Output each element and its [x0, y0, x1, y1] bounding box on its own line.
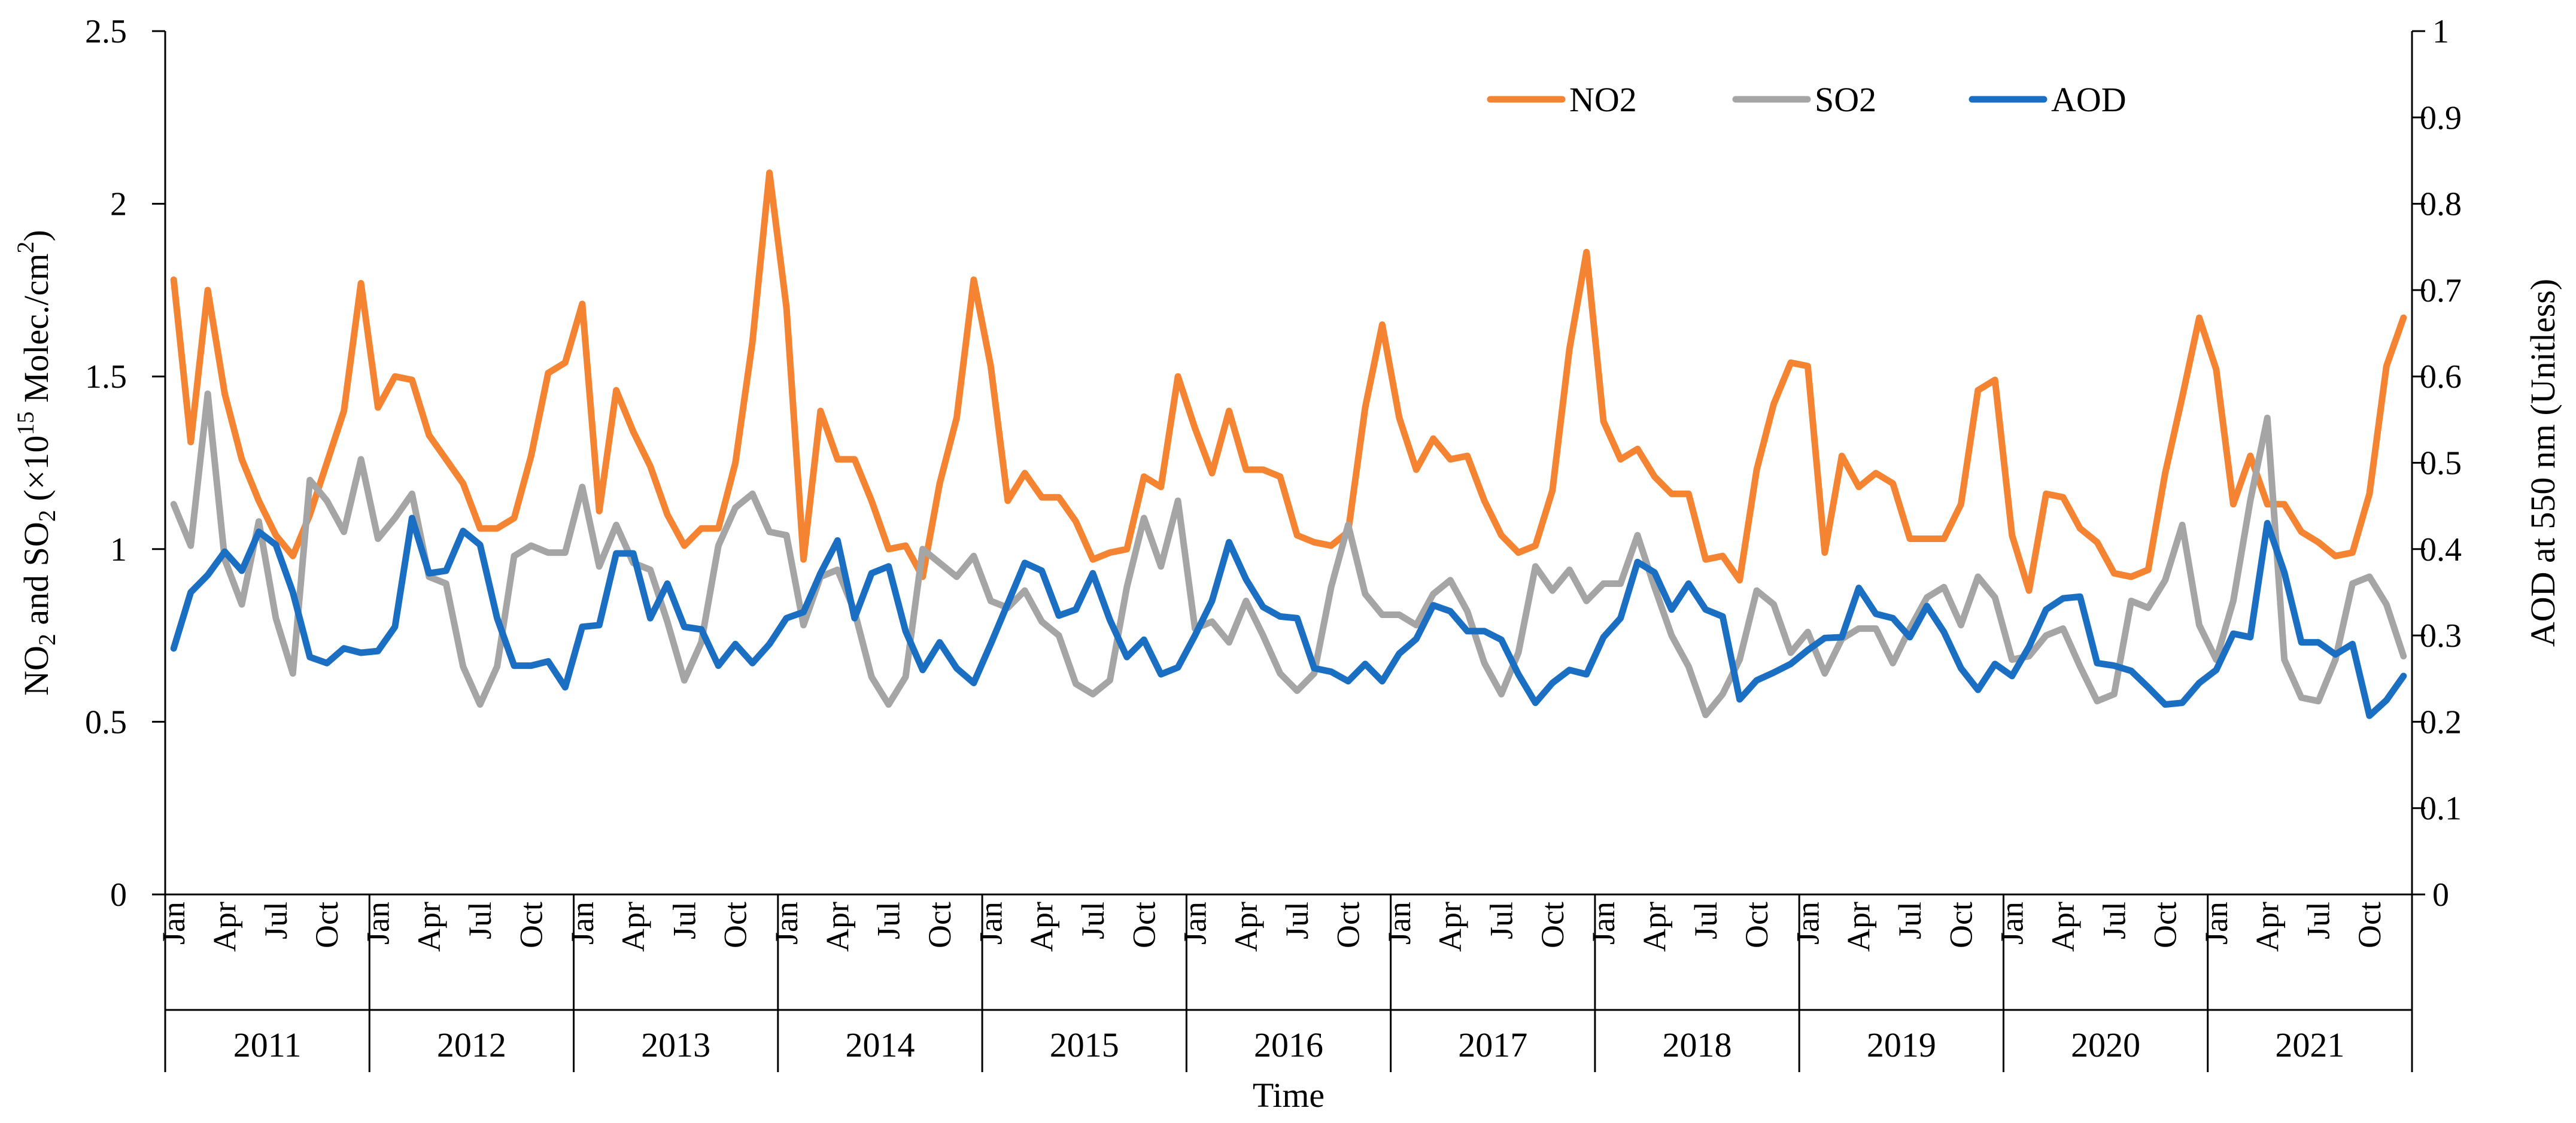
right-tick-label: 0.8: [2420, 186, 2462, 223]
right-tick-label: 0: [2432, 877, 2449, 914]
axes: 0 0.5 1 1.5 2 2.5 0 0.1 0.2 0.3 0.4 0.5 0.6 0.7 0.8 0.9…: [12, 13, 2562, 1115]
month-tick-label: Jul: [1075, 902, 1111, 939]
month-tick-label: Apr: [2045, 902, 2081, 952]
y-axis-right-title: AOD at 550 nm (Unitless): [2523, 279, 2562, 647]
month-tick-label: Oct: [718, 902, 754, 948]
month-tick-label: Apr: [207, 902, 243, 952]
left-tick-label: 1.5: [85, 358, 127, 395]
year-label: 2018: [1663, 1025, 1732, 1064]
month-tick-label: Jan: [564, 902, 600, 945]
left-tick-label: 0: [110, 877, 127, 914]
left-tick-label: 0.5: [85, 704, 127, 741]
month-tick-label: Jan: [2198, 902, 2234, 945]
left-tick-label: 1: [110, 531, 127, 568]
right-tick-label: 0.2: [2420, 704, 2462, 741]
x-axis-title: Time: [1253, 1076, 1325, 1115]
series-layer: [170, 169, 2407, 719]
month-tick-label: Apr: [1228, 902, 1264, 952]
right-tick-label: 0.4: [2420, 531, 2462, 568]
month-tick-label: Oct: [309, 902, 345, 948]
right-tick-label: 0.1: [2420, 790, 2462, 827]
month-tick-label: Jan: [768, 902, 804, 945]
right-tick-label: 1: [2432, 13, 2449, 50]
right-tick-label: 0.7: [2420, 272, 2462, 309]
month-tick-label: Oct: [2352, 902, 2387, 948]
month-tick-label: Jan: [1177, 902, 1213, 945]
month-tick-label: Oct: [922, 902, 958, 948]
legend-label-aod: AOD: [2051, 80, 2127, 119]
left-tick-label: 2.5: [85, 13, 127, 50]
y-axis-left-title: NO2 and SO2 (×1015 Molec./cm2): [12, 230, 60, 696]
month-tick-label: Apr: [1636, 902, 1672, 952]
year-label: 2017: [1458, 1025, 1527, 1064]
legend: NO2 SO2 AOD: [1487, 80, 2127, 119]
month-tick-label: Oct: [1943, 902, 1979, 948]
year-label: 2012: [437, 1025, 506, 1064]
month-tick-label: Jul: [871, 902, 907, 939]
series-line-so2: [170, 390, 2407, 719]
month-tick-label: Jan: [360, 902, 396, 945]
legend-label-so2: SO2: [1815, 80, 1876, 119]
month-tick-label: Jul: [1483, 902, 1519, 939]
month-tick-label: Oct: [513, 902, 549, 948]
month-tick-label: Jul: [1892, 902, 1928, 939]
year-label: 2011: [233, 1025, 302, 1064]
year-label: 2015: [1050, 1025, 1119, 1064]
month-tick-label: Jul: [1688, 902, 1724, 939]
month-tick-label: Jul: [2096, 902, 2132, 939]
year-label: 2020: [2071, 1025, 2140, 1064]
right-tick-label: 0.3: [2420, 617, 2462, 655]
right-tick-label: 0.9: [2420, 99, 2462, 136]
month-tick-label: Oct: [1739, 902, 1775, 948]
month-tick-label: Apr: [1432, 902, 1468, 952]
month-tick-label: Oct: [1330, 902, 1366, 948]
month-tick-label: Jul: [2301, 902, 2337, 939]
series-line-aod: [170, 515, 2407, 719]
month-tick-label: Jul: [666, 902, 702, 939]
year-label: 2019: [1867, 1025, 1936, 1064]
year-label: 2021: [2275, 1025, 2344, 1064]
month-tick-label: Apr: [1024, 902, 1060, 952]
year-label: 2016: [1254, 1025, 1323, 1064]
left-tick-label: 2: [110, 186, 127, 223]
month-tick-label: Oct: [1535, 902, 1570, 948]
month-tick-label: Apr: [411, 902, 447, 952]
month-tick-label: Oct: [2147, 902, 2183, 948]
month-tick-label: Jul: [1279, 902, 1315, 939]
right-tick-label: 0.6: [2420, 358, 2462, 395]
month-tick-label: Apr: [1841, 902, 1877, 952]
month-tick-label: Jan: [1585, 902, 1621, 945]
series-line-no2: [170, 169, 2407, 594]
legend-label-no2: NO2: [1569, 80, 1637, 119]
month-tick-label: Apr: [615, 902, 651, 952]
month-tick-label: Jan: [1381, 902, 1417, 945]
month-tick-label: Jan: [1790, 902, 1825, 945]
month-tick-label: Jul: [462, 902, 498, 939]
right-tick-label: 0.5: [2420, 445, 2462, 482]
month-tick-label: Jan: [156, 902, 192, 945]
month-tick-label: Jan: [1994, 902, 2030, 945]
month-tick-label: Jan: [973, 902, 1008, 945]
year-label: 2014: [845, 1025, 915, 1064]
month-tick-label: Jul: [258, 902, 294, 939]
month-tick-label: Oct: [1126, 902, 1162, 948]
year-label: 2013: [641, 1025, 710, 1064]
month-tick-label: Apr: [819, 902, 855, 952]
month-tick-label: Apr: [2249, 902, 2285, 952]
